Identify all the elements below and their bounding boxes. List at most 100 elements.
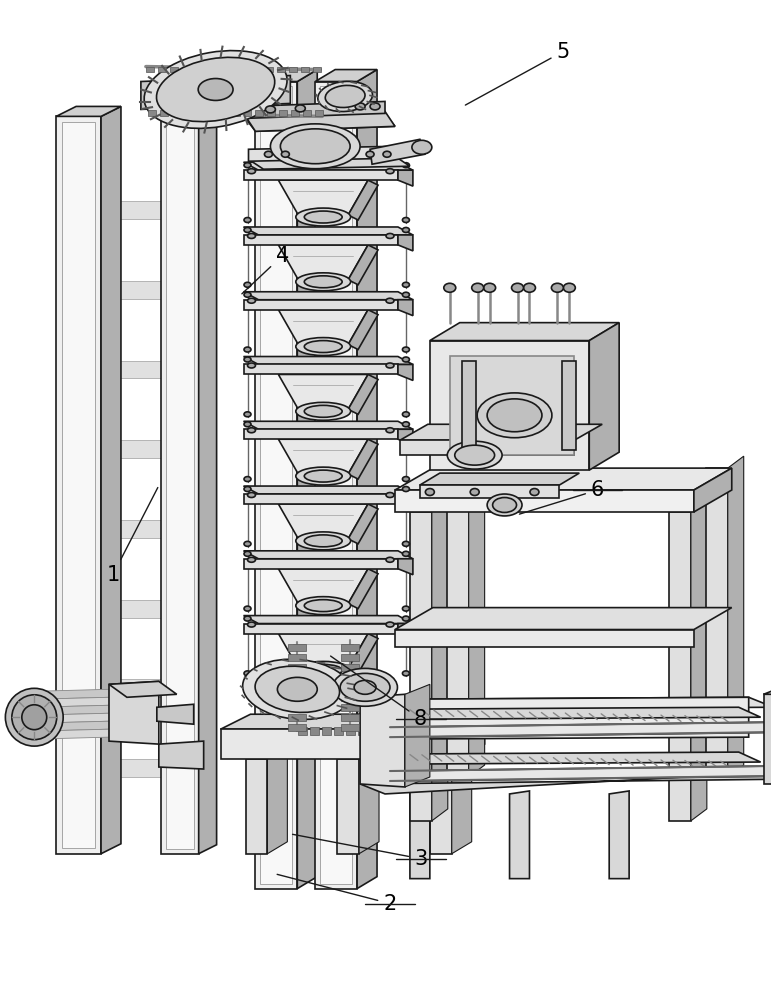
Polygon shape <box>243 292 413 300</box>
Polygon shape <box>279 180 368 215</box>
Polygon shape <box>159 741 204 769</box>
Ellipse shape <box>12 695 56 740</box>
Polygon shape <box>341 664 359 671</box>
Polygon shape <box>34 729 109 739</box>
Polygon shape <box>341 654 359 661</box>
Polygon shape <box>243 494 398 504</box>
Polygon shape <box>447 468 469 777</box>
Ellipse shape <box>402 606 409 611</box>
Polygon shape <box>370 139 425 164</box>
Polygon shape <box>198 107 217 854</box>
Ellipse shape <box>386 493 394 498</box>
Polygon shape <box>232 110 239 116</box>
Polygon shape <box>157 67 166 72</box>
Polygon shape <box>160 110 168 116</box>
Polygon shape <box>101 361 161 378</box>
Ellipse shape <box>402 551 409 556</box>
Polygon shape <box>266 67 273 72</box>
Ellipse shape <box>386 622 394 627</box>
Ellipse shape <box>296 208 350 226</box>
Ellipse shape <box>340 673 390 701</box>
Ellipse shape <box>530 489 539 496</box>
Polygon shape <box>400 440 574 455</box>
Polygon shape <box>390 697 749 739</box>
Ellipse shape <box>265 151 273 157</box>
Polygon shape <box>194 67 201 72</box>
Polygon shape <box>455 714 485 759</box>
Polygon shape <box>243 364 398 374</box>
Polygon shape <box>370 727 379 735</box>
Ellipse shape <box>354 680 376 694</box>
Polygon shape <box>430 323 619 341</box>
Polygon shape <box>298 727 307 735</box>
Polygon shape <box>420 473 579 485</box>
Polygon shape <box>243 559 398 569</box>
Polygon shape <box>348 504 378 544</box>
Ellipse shape <box>402 282 409 287</box>
Ellipse shape <box>248 169 256 174</box>
Polygon shape <box>34 721 109 731</box>
Ellipse shape <box>244 606 251 611</box>
Bar <box>63 122 95 848</box>
Bar <box>260 86 293 884</box>
Ellipse shape <box>523 283 536 292</box>
Polygon shape <box>410 512 432 821</box>
Ellipse shape <box>402 227 409 232</box>
Polygon shape <box>360 694 405 787</box>
Ellipse shape <box>386 428 394 433</box>
Polygon shape <box>694 468 732 512</box>
Polygon shape <box>34 689 109 699</box>
Ellipse shape <box>447 441 502 469</box>
Ellipse shape <box>144 51 287 128</box>
Polygon shape <box>243 357 413 364</box>
Ellipse shape <box>325 85 365 108</box>
Ellipse shape <box>551 283 564 292</box>
Ellipse shape <box>244 347 251 352</box>
Polygon shape <box>341 684 359 691</box>
Polygon shape <box>245 113 395 131</box>
Polygon shape <box>764 694 772 784</box>
Text: 6: 6 <box>520 480 604 514</box>
Polygon shape <box>348 569 378 609</box>
Polygon shape <box>289 684 306 691</box>
Ellipse shape <box>564 283 575 292</box>
Ellipse shape <box>412 140 432 154</box>
Polygon shape <box>348 439 378 479</box>
Ellipse shape <box>296 597 350 615</box>
Bar <box>166 121 194 849</box>
Ellipse shape <box>383 151 391 157</box>
Ellipse shape <box>402 541 409 546</box>
Polygon shape <box>400 424 602 440</box>
Polygon shape <box>109 681 177 697</box>
Ellipse shape <box>244 282 251 287</box>
Polygon shape <box>279 569 368 604</box>
Ellipse shape <box>244 477 251 482</box>
Ellipse shape <box>366 151 374 157</box>
Ellipse shape <box>402 671 409 676</box>
Polygon shape <box>310 727 320 735</box>
Polygon shape <box>279 504 368 539</box>
Polygon shape <box>101 520 161 538</box>
Polygon shape <box>398 624 413 639</box>
Ellipse shape <box>304 211 342 223</box>
Polygon shape <box>405 684 430 787</box>
Polygon shape <box>195 110 204 116</box>
Polygon shape <box>249 156 410 169</box>
Polygon shape <box>360 769 772 794</box>
Polygon shape <box>348 245 378 285</box>
Polygon shape <box>301 67 310 72</box>
Polygon shape <box>289 714 306 721</box>
Ellipse shape <box>296 338 350 356</box>
Polygon shape <box>430 341 589 470</box>
Polygon shape <box>728 456 743 777</box>
Ellipse shape <box>304 470 342 482</box>
Polygon shape <box>249 146 395 161</box>
Text: 8: 8 <box>330 656 427 729</box>
Polygon shape <box>398 170 413 186</box>
Polygon shape <box>291 110 300 116</box>
Polygon shape <box>410 791 430 879</box>
Polygon shape <box>279 439 368 474</box>
Polygon shape <box>141 76 290 109</box>
Ellipse shape <box>483 283 496 292</box>
Polygon shape <box>450 356 574 455</box>
